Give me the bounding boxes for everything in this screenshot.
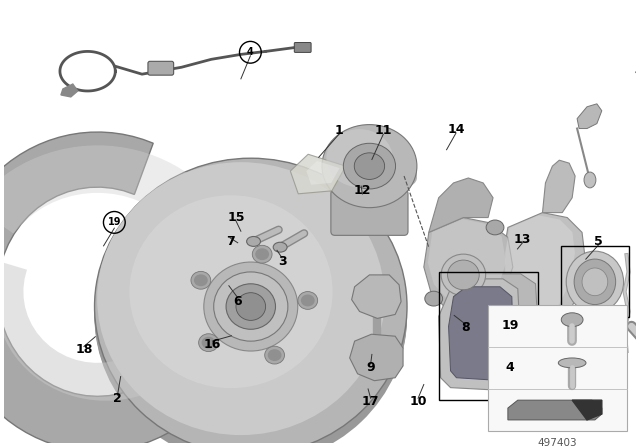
Polygon shape: [572, 400, 602, 420]
Ellipse shape: [214, 272, 288, 341]
Text: 14: 14: [447, 123, 465, 136]
Text: 4: 4: [506, 362, 514, 375]
Polygon shape: [577, 104, 602, 129]
Ellipse shape: [561, 313, 583, 327]
Ellipse shape: [129, 195, 333, 388]
Ellipse shape: [548, 346, 563, 354]
Ellipse shape: [198, 334, 218, 352]
Ellipse shape: [326, 129, 393, 187]
Bar: [438, 272, 538, 401]
Ellipse shape: [322, 125, 417, 208]
Ellipse shape: [343, 143, 396, 189]
Text: 1: 1: [335, 124, 344, 137]
Text: 12: 12: [354, 184, 371, 197]
Polygon shape: [428, 219, 506, 306]
Text: 3: 3: [278, 255, 286, 268]
Ellipse shape: [268, 349, 282, 361]
Ellipse shape: [95, 161, 407, 448]
Ellipse shape: [273, 242, 287, 252]
Ellipse shape: [95, 163, 407, 448]
Ellipse shape: [582, 268, 608, 296]
FancyBboxPatch shape: [331, 190, 408, 235]
Ellipse shape: [194, 274, 208, 286]
Ellipse shape: [97, 162, 385, 435]
Ellipse shape: [441, 254, 486, 296]
Ellipse shape: [574, 259, 616, 305]
Ellipse shape: [301, 294, 315, 306]
Text: 17: 17: [362, 395, 380, 408]
Ellipse shape: [322, 155, 417, 189]
Text: 15: 15: [227, 211, 244, 224]
Ellipse shape: [95, 168, 407, 448]
Ellipse shape: [265, 346, 285, 364]
Ellipse shape: [566, 251, 623, 312]
Polygon shape: [0, 146, 221, 233]
FancyBboxPatch shape: [294, 43, 311, 52]
Polygon shape: [424, 218, 513, 316]
Ellipse shape: [95, 159, 407, 448]
Polygon shape: [61, 84, 77, 97]
Text: 10: 10: [410, 395, 427, 408]
Text: 19: 19: [108, 217, 121, 228]
Polygon shape: [349, 334, 403, 381]
Ellipse shape: [226, 284, 275, 329]
Text: 6: 6: [234, 295, 242, 308]
Polygon shape: [449, 287, 513, 381]
Text: 497403: 497403: [538, 438, 577, 448]
Polygon shape: [508, 400, 602, 420]
Text: 18: 18: [76, 344, 93, 357]
Ellipse shape: [255, 248, 269, 260]
Text: 9: 9: [366, 361, 375, 374]
Bar: [488, 305, 627, 431]
Polygon shape: [503, 213, 585, 334]
Text: 19: 19: [501, 319, 518, 332]
Text: 11: 11: [374, 124, 392, 137]
Polygon shape: [429, 178, 493, 233]
Text: 2: 2: [113, 392, 122, 405]
Polygon shape: [351, 275, 401, 319]
Ellipse shape: [322, 150, 417, 183]
Text: 4: 4: [247, 47, 254, 57]
Ellipse shape: [355, 153, 385, 179]
Ellipse shape: [558, 358, 586, 368]
Ellipse shape: [252, 246, 272, 263]
Text: 5: 5: [594, 235, 603, 248]
Ellipse shape: [95, 164, 407, 448]
Ellipse shape: [322, 152, 417, 186]
Ellipse shape: [95, 158, 407, 448]
Polygon shape: [543, 160, 575, 213]
Ellipse shape: [191, 271, 211, 289]
Text: 7: 7: [226, 235, 234, 248]
Ellipse shape: [236, 293, 266, 320]
Ellipse shape: [246, 237, 260, 246]
Ellipse shape: [322, 159, 417, 192]
Ellipse shape: [486, 220, 504, 235]
Ellipse shape: [425, 291, 443, 306]
Ellipse shape: [204, 262, 298, 351]
Bar: [561, 246, 628, 318]
Ellipse shape: [298, 292, 317, 310]
Polygon shape: [505, 215, 575, 319]
Text: 16: 16: [204, 338, 221, 351]
Text: 8: 8: [461, 321, 470, 334]
Ellipse shape: [95, 166, 407, 448]
Polygon shape: [0, 263, 167, 401]
Polygon shape: [307, 161, 340, 185]
FancyBboxPatch shape: [148, 61, 173, 75]
Ellipse shape: [322, 161, 417, 194]
Polygon shape: [456, 274, 538, 386]
Ellipse shape: [95, 167, 407, 448]
Ellipse shape: [95, 158, 407, 448]
Polygon shape: [438, 279, 520, 391]
Ellipse shape: [447, 260, 479, 290]
Bar: [525, 329, 605, 399]
Ellipse shape: [584, 172, 596, 188]
Text: 13: 13: [514, 233, 531, 246]
Polygon shape: [0, 132, 249, 448]
Polygon shape: [291, 154, 346, 194]
Ellipse shape: [202, 337, 216, 349]
